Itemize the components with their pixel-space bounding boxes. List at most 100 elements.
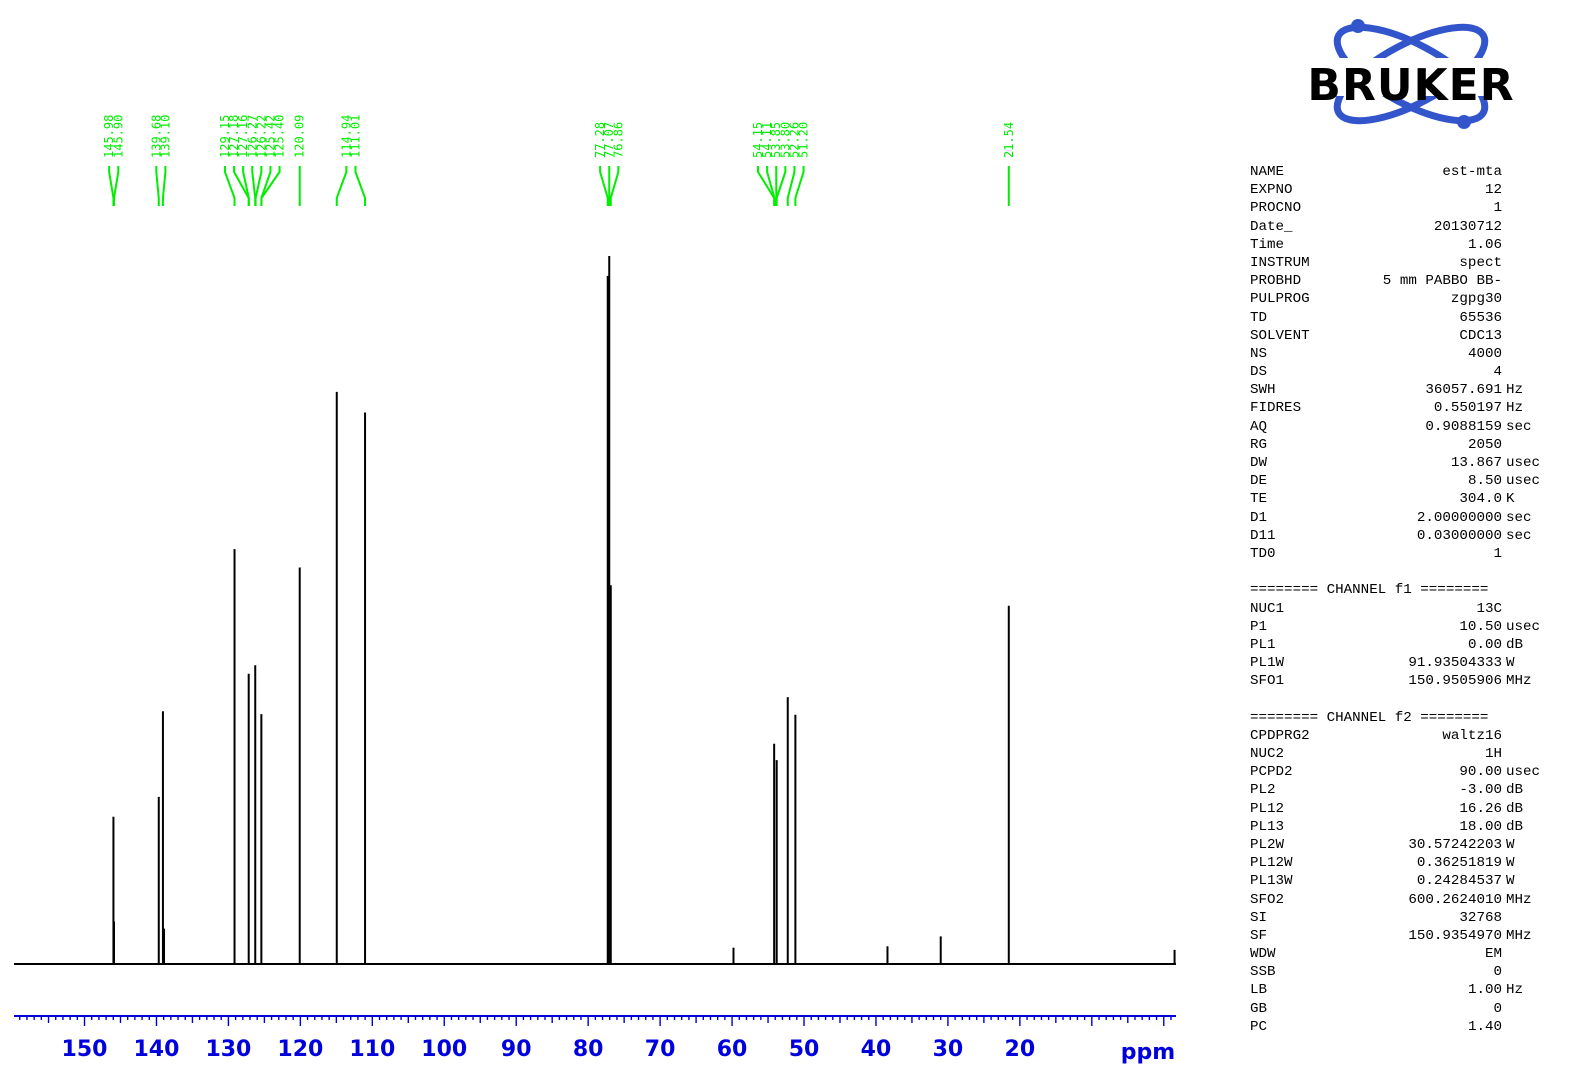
parameter-unit: sec (1506, 418, 1532, 435)
parameter-value: 13.867 (1450, 455, 1502, 471)
parameter-value: 5 mm PABBO BB- (1382, 273, 1502, 290)
peak-label-leader (155, 166, 160, 206)
parameter-name: NS (1250, 345, 1268, 362)
parameter-name: PL2 (1250, 782, 1276, 799)
parameter-row: D1 2.00000000 sec (1250, 509, 1576, 527)
peak-label: 77.07 (602, 122, 616, 158)
peak-label: 52.26 (787, 122, 801, 158)
parameter-value: waltz16 (1442, 727, 1502, 744)
parameter-value: EM (1484, 946, 1502, 963)
parameter-row: SSB 0 (1250, 963, 1576, 981)
parameter-value: 65536 (1459, 309, 1502, 326)
parameter-name: RG (1250, 436, 1268, 453)
parameter-row: CPDPRG2 waltz16 (1250, 727, 1576, 745)
parameter-row: LB 1.00 Hz (1250, 981, 1576, 999)
parameter-row: NUC1 13C (1250, 600, 1576, 618)
peak-label-leader (113, 166, 120, 206)
x-tick-label: 60 (717, 1037, 748, 1062)
parameter-row: NS 4000 (1250, 345, 1576, 363)
parameter-value: 1.06 (1467, 236, 1502, 253)
peak-label: 127.18 (227, 115, 241, 158)
parameter-row: PL1 0.00 dB (1250, 636, 1576, 654)
parameter-value: 4 (1493, 364, 1502, 381)
peak-label: 145.98 (102, 115, 116, 158)
peak-label-leader (242, 166, 250, 206)
x-tick-label: 150 (62, 1037, 108, 1062)
parameter-name: SFO1 (1250, 673, 1285, 690)
parameter-name: GB (1250, 1000, 1268, 1017)
parameter-value: 304.0 (1459, 491, 1502, 508)
parameter-name: INSTRUM (1250, 254, 1310, 271)
x-tick-label: 130 (205, 1037, 251, 1062)
parameter-unit: sec (1506, 509, 1532, 526)
parameter-row: Time 1.06 (1250, 236, 1576, 254)
peak-label: 54.11 (760, 122, 774, 158)
parameter-row: PL13W 0.24284537 W (1250, 872, 1576, 890)
peak-label-leader (354, 166, 367, 206)
peak-label: 21.54 (1002, 122, 1016, 158)
parameter-row: SFO2 600.2624010 MHz (1250, 891, 1576, 909)
parameter-row: PROBHD 5 mm PABBO BB- (1250, 272, 1576, 290)
parameter-row: PL2 -3.00 dB (1250, 781, 1576, 799)
peak-label: 139.68 (149, 115, 163, 158)
parameter-row: TD0 1 (1250, 545, 1576, 563)
x-tick-label: 40 (861, 1037, 892, 1062)
peak-label-leader (161, 166, 167, 206)
parameter-value: 20130712 (1433, 218, 1502, 235)
parameter-name: PL1W (1250, 655, 1285, 672)
peak-label: 125.42 (263, 115, 277, 158)
parameter-name: AQ (1250, 418, 1268, 435)
parameter-value: 10.50 (1459, 618, 1502, 635)
x-tick-label: 110 (349, 1037, 395, 1062)
parameter-name: D11 (1250, 527, 1276, 544)
parameter-name: CPDPRG2 (1250, 727, 1310, 744)
parameter-value: 2050 (1467, 436, 1502, 453)
bruker-logo: BRUKER (1276, 8, 1546, 140)
parameter-name: TE (1250, 491, 1268, 508)
peak-label: 120.09 (293, 115, 307, 158)
parameter-value: 90.00 (1459, 764, 1502, 781)
parameter-row: PL2W 30.57242203 W (1250, 836, 1576, 854)
x-tick-label: 80 (573, 1037, 604, 1062)
parameter-unit: usec (1506, 473, 1541, 490)
x-tick-label: 140 (133, 1037, 179, 1062)
parameter-name: PCPD2 (1250, 764, 1293, 781)
parameter-value: 0.550197 (1433, 400, 1502, 417)
peak-label: 139.10 (158, 115, 172, 158)
x-tick-label: 50 (789, 1037, 820, 1062)
parameter-value: 0.00 (1467, 636, 1502, 653)
parameter-value: 1H (1484, 746, 1502, 762)
parameter-row: WDW EM (1250, 945, 1576, 963)
parameter-value: 1.00 (1467, 982, 1502, 999)
parameter-value: 600.2624010 (1408, 891, 1502, 908)
parameter-name: PL12W (1250, 855, 1293, 872)
parameter-row: NUC2 1H (1250, 745, 1576, 763)
parameter-row: PL13 18.00 dB (1250, 818, 1576, 836)
parameter-value: -3.00 (1459, 782, 1502, 799)
peak-label: 127.16 (236, 115, 250, 158)
x-axis-label: ppm (1121, 1040, 1175, 1065)
peak-label: 125.40 (273, 115, 287, 158)
peak-label-leader (223, 166, 236, 206)
parameter-row: SFO1 150.9505906 MHz (1250, 672, 1576, 690)
parameter-name: WDW (1250, 946, 1276, 963)
parameter-name: NAME (1250, 164, 1285, 180)
parameter-unit: MHz (1506, 673, 1532, 690)
parameter-row: INSTRUM spect (1250, 254, 1576, 272)
parameter-unit: sec (1506, 527, 1532, 544)
parameter-name: PL12 (1250, 800, 1285, 817)
parameter-unit: W (1506, 836, 1515, 853)
peak-label: 126.27 (245, 115, 259, 158)
parameter-value: 12 (1484, 182, 1502, 199)
parameter-value: 0.03000000 (1416, 527, 1502, 544)
bruker-logo-text: BRUKER (1307, 60, 1515, 111)
parameter-unit: W (1506, 855, 1515, 872)
parameter-value: 2.00000000 (1416, 509, 1502, 526)
peak-label-leader (599, 166, 609, 206)
parameter-name: PULPROG (1250, 291, 1310, 308)
parameter-row: FIDRES 0.550197 Hz (1250, 399, 1576, 417)
parameter-name: DE (1250, 473, 1268, 490)
parameter-name: SWH (1250, 382, 1276, 399)
parameter-unit: W (1506, 873, 1515, 890)
